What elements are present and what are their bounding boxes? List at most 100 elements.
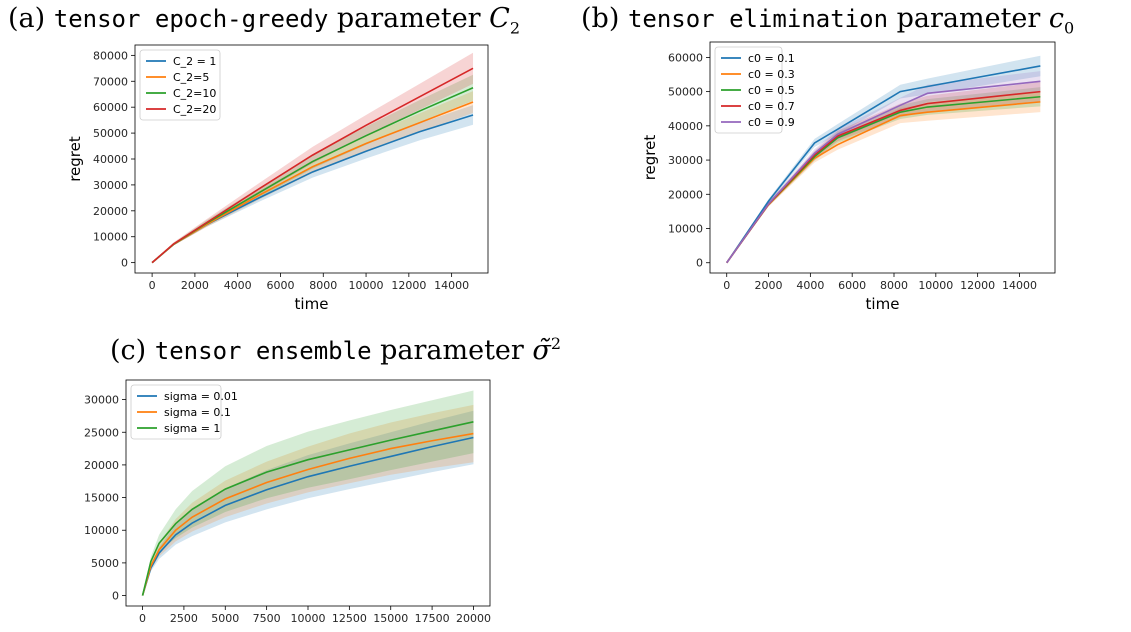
legend-label: sigma = 0.01 — [164, 390, 238, 403]
confidence-band-2 — [142, 390, 474, 596]
legend-box — [139, 49, 221, 121]
y-tick-label: 0 — [696, 257, 703, 270]
legend-label: C_2=20 — [173, 103, 216, 116]
x-tick-label: 4000 — [224, 279, 252, 292]
x-tick-label: 0 — [723, 279, 730, 292]
caption-a-code: tensor epoch-greedy — [53, 5, 329, 33]
x-tick-label: 14000 — [1002, 279, 1037, 292]
legend: c0 = 0.1 c0 = 0.3 c0 = 0.5 c0 = 0.7 c0 = 0.9 — [714, 46, 795, 134]
x-tick-label: 15000 — [373, 612, 408, 625]
x-tick-label: 10000 — [291, 612, 326, 625]
y-axis-title: regret — [66, 136, 84, 182]
x-tick-label: 17500 — [415, 612, 450, 625]
y-tick-label: 10000 — [668, 223, 703, 236]
y-tick-label: 20000 — [668, 188, 703, 201]
confidence-band-1 — [142, 404, 474, 596]
x-tick-label: 12500 — [332, 612, 367, 625]
y-tick-label: 40000 — [668, 120, 703, 133]
caption-a-sub: 2 — [509, 18, 521, 38]
legend: C_2 = 1 C_2=5 C_2=10 C_2=20 — [139, 49, 221, 121]
legend-label: c0 = 0.5 — [748, 84, 795, 97]
x-axis-title: time — [295, 295, 329, 313]
confidence-band-2 — [152, 74, 474, 263]
x-tick-label: 8000 — [309, 279, 337, 292]
confidence-band-1 — [726, 91, 1041, 263]
y-tick-label: 10000 — [93, 231, 128, 244]
caption-c-middle: parameter — [371, 335, 533, 366]
legend-box — [714, 46, 783, 134]
legend: sigma = 0.01 sigma = 0.1 sigma = 1 — [130, 384, 238, 440]
caption-a-prefix: (a) — [8, 3, 54, 34]
legend-label: C_2=5 — [173, 71, 209, 84]
y-axis-title: regret — [641, 135, 659, 181]
x-axis-title: time — [866, 295, 900, 313]
y-tick-label: 30000 — [93, 179, 128, 192]
series-line-4 — [726, 80, 1041, 264]
y-tick-label: 70000 — [93, 75, 128, 88]
y-tick-label: 60000 — [93, 101, 128, 114]
caption-b-prefix: (b) — [581, 3, 628, 34]
y-tick-label: 40000 — [93, 153, 128, 166]
caption-b-sub: 0 — [1064, 18, 1075, 38]
x-tick-label: 0 — [139, 612, 146, 625]
y-tick-label: 80000 — [93, 49, 128, 62]
x-tick-label: 2000 — [181, 279, 209, 292]
legend-label: c0 = 0.3 — [748, 68, 795, 81]
y-tick-label: 60000 — [668, 51, 703, 64]
x-tick-label: 10000 — [349, 279, 384, 292]
x-tick-label: 7500 — [253, 612, 281, 625]
legend-label: sigma = 0.1 — [164, 406, 231, 419]
x-tick-label: 6000 — [266, 279, 294, 292]
caption-b: (b) tensor elimination parameter c0 — [581, 5, 1074, 36]
series-line-3 — [151, 67, 474, 264]
caption-b-param: c — [1048, 3, 1065, 34]
x-tick-label: 14000 — [434, 279, 469, 292]
x-tick-label: 2500 — [170, 612, 198, 625]
legend-label: C_2 = 1 — [173, 55, 216, 68]
x-tick-label: 12000 — [391, 279, 426, 292]
y-tick-label: 10000 — [84, 524, 119, 537]
legend-label: c0 = 0.1 — [748, 52, 795, 65]
caption-c-param: σ̃ — [532, 335, 551, 366]
series-line-2 — [141, 421, 474, 596]
y-tick-label: 50000 — [668, 86, 703, 99]
caption-c-sup: 2 — [550, 334, 562, 353]
legend-label: c0 = 0.7 — [748, 100, 795, 113]
legend-label: C_2=10 — [173, 87, 216, 100]
confidence-band-0 — [726, 55, 1041, 263]
caption-c: (c) tensor ensemble parameter σ̃2 — [110, 334, 562, 366]
y-tick-label: 15000 — [84, 492, 119, 505]
legend-label: c0 = 0.9 — [748, 116, 795, 129]
legend-label: sigma = 1 — [164, 422, 220, 435]
y-tick-label: 25000 — [84, 426, 119, 439]
x-tick-label: 20000 — [456, 612, 491, 625]
x-tick-label: 5000 — [211, 612, 239, 625]
y-tick-label: 0 — [112, 590, 119, 603]
caption-a-middle: parameter — [328, 3, 490, 34]
x-tick-label: 4000 — [796, 279, 824, 292]
legend-box — [130, 384, 222, 440]
caption-b-code: tensor elimination — [627, 5, 889, 33]
caption-c-code: tensor ensemble — [154, 337, 372, 365]
y-tick-label: 30000 — [84, 394, 119, 407]
confidence-band-4 — [726, 71, 1041, 263]
series-line-0 — [726, 65, 1041, 264]
y-tick-label: 0 — [121, 257, 128, 270]
y-tick-label: 20000 — [93, 205, 128, 218]
y-tick-label: 5000 — [91, 557, 119, 570]
x-tick-label: 12000 — [960, 279, 995, 292]
x-tick-label: 0 — [149, 279, 156, 292]
x-tick-label: 8000 — [880, 279, 908, 292]
confidence-band-0 — [152, 105, 474, 263]
x-tick-label: 2000 — [755, 279, 783, 292]
confidence-band-1 — [152, 91, 474, 263]
caption-c-prefix: (c) — [110, 335, 155, 366]
y-tick-label: 50000 — [93, 127, 128, 140]
x-tick-label: 6000 — [838, 279, 866, 292]
caption-b-middle: parameter — [888, 3, 1049, 34]
y-tick-label: 30000 — [668, 154, 703, 167]
x-tick-label: 10000 — [918, 279, 953, 292]
